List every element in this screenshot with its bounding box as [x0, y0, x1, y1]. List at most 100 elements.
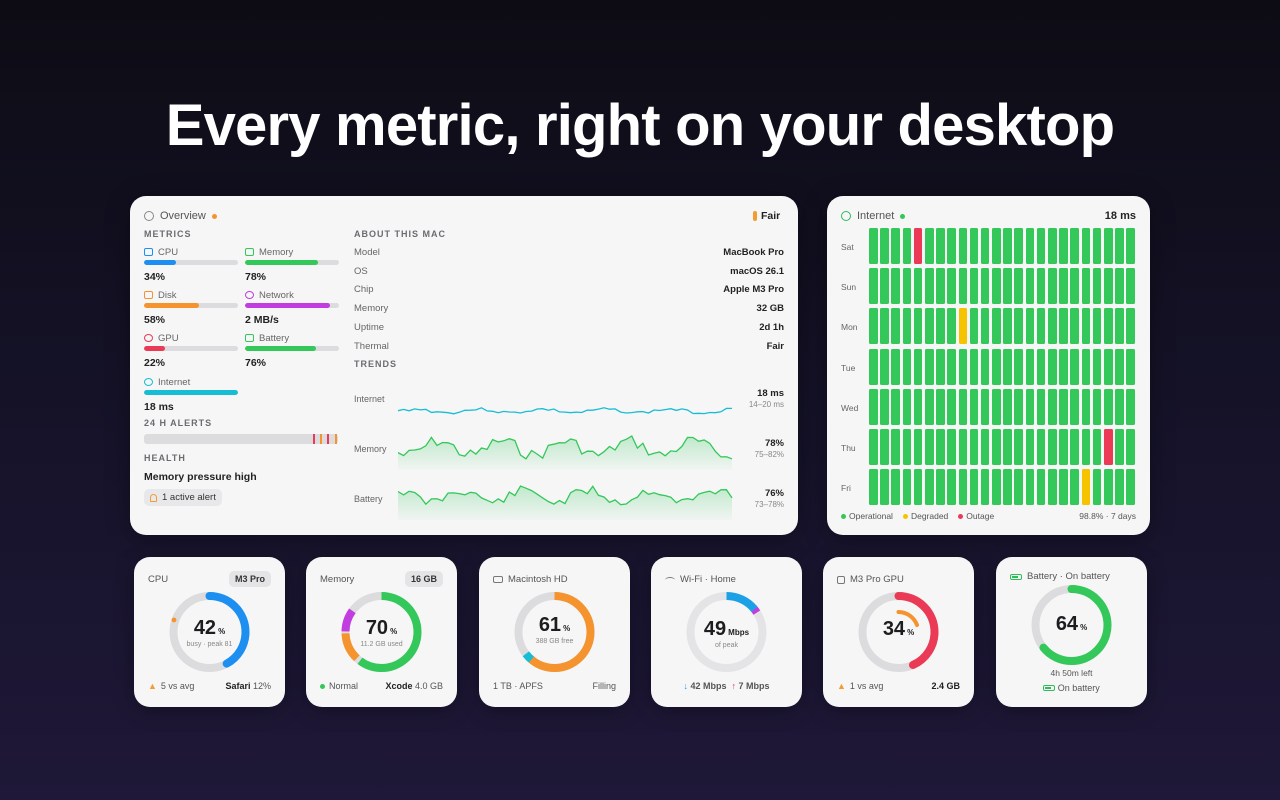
uptime-cell[interactable] — [891, 388, 900, 425]
uptime-cell[interactable] — [891, 348, 900, 385]
uptime-cell[interactable] — [947, 469, 956, 506]
uptime-cell[interactable] — [924, 308, 934, 345]
uptime-cell[interactable] — [936, 228, 945, 264]
uptime-cell[interactable] — [902, 348, 912, 385]
uptime-cell[interactable] — [969, 429, 979, 465]
uptime-cell[interactable] — [1014, 308, 1024, 345]
disk-widget[interactable]: Macintosh HD 61% 388 GB free 1 TB · APFS… — [479, 557, 630, 707]
uptime-cell[interactable] — [869, 469, 878, 506]
uptime-cell[interactable] — [1070, 469, 1079, 506]
active-alert-button[interactable]: 1 active alert — [144, 489, 222, 506]
uptime-cell[interactable] — [947, 268, 956, 305]
uptime-cell[interactable] — [969, 348, 979, 385]
uptime-cell[interactable] — [913, 429, 923, 465]
uptime-cell[interactable] — [1070, 429, 1079, 465]
uptime-cell[interactable] — [1048, 469, 1057, 506]
uptime-cell[interactable] — [1103, 388, 1113, 425]
uptime-cell[interactable] — [913, 388, 923, 425]
uptime-cell[interactable] — [992, 308, 1001, 345]
uptime-cell[interactable] — [969, 308, 979, 345]
alerts-timeline[interactable] — [144, 434, 338, 444]
uptime-cell[interactable] — [880, 469, 889, 506]
battery-widget[interactable]: Battery · On battery 64% 4h 50m left On … — [996, 557, 1147, 707]
uptime-cell[interactable] — [902, 268, 912, 305]
uptime-cell[interactable] — [1070, 308, 1079, 345]
uptime-cell[interactable] — [1048, 388, 1057, 425]
uptime-cell[interactable] — [980, 348, 990, 385]
uptime-cell[interactable] — [869, 268, 878, 305]
uptime-cell[interactable] — [1103, 348, 1113, 385]
uptime-cell[interactable] — [902, 429, 912, 465]
uptime-cell[interactable] — [1025, 268, 1035, 305]
uptime-cell[interactable] — [947, 429, 956, 465]
uptime-cell[interactable] — [902, 388, 912, 425]
uptime-cell[interactable] — [880, 228, 889, 264]
uptime-cell[interactable] — [1059, 469, 1068, 506]
uptime-cell[interactable] — [880, 308, 889, 345]
uptime-cell[interactable] — [1003, 388, 1012, 425]
uptime-cell[interactable] — [1036, 228, 1046, 264]
uptime-cell[interactable] — [958, 388, 968, 425]
uptime-cell[interactable] — [902, 228, 912, 264]
uptime-cell[interactable] — [1003, 429, 1012, 465]
uptime-cell[interactable] — [1126, 268, 1135, 305]
cpu-widget[interactable]: CPU M3 Pro 42% busy · peak 81 ▲ 5 vs avg … — [134, 557, 285, 707]
metric-disk[interactable]: Disk 58% — [144, 289, 238, 326]
uptime-cell[interactable] — [947, 348, 956, 385]
uptime-cell[interactable] — [891, 469, 900, 506]
uptime-cell[interactable] — [1014, 429, 1024, 465]
uptime-cell[interactable] — [1048, 348, 1057, 385]
uptime-cell[interactable] — [1103, 228, 1113, 264]
uptime-cell[interactable] — [980, 469, 990, 506]
uptime-cell[interactable] — [902, 308, 912, 345]
uptime-cell[interactable] — [891, 228, 900, 264]
uptime-cell[interactable] — [980, 429, 990, 465]
metric-network[interactable]: Network 2 MB/s — [245, 289, 339, 326]
uptime-cell[interactable] — [1048, 228, 1057, 264]
uptime-cell[interactable] — [1081, 308, 1091, 345]
uptime-cell[interactable] — [1092, 348, 1102, 385]
uptime-cell[interactable] — [924, 469, 934, 506]
uptime-cell[interactable] — [891, 429, 900, 465]
uptime-cell[interactable] — [913, 268, 923, 305]
uptime-cell[interactable] — [1081, 348, 1091, 385]
uptime-cell[interactable] — [1115, 348, 1124, 385]
uptime-cell[interactable] — [1014, 388, 1024, 425]
uptime-cell[interactable] — [1059, 308, 1068, 345]
uptime-cell[interactable] — [1126, 469, 1135, 506]
metric-battery[interactable]: Battery 76% — [245, 332, 339, 369]
uptime-cell[interactable] — [1115, 268, 1124, 305]
uptime-cell[interactable] — [1014, 268, 1024, 305]
uptime-cell[interactable] — [1092, 268, 1102, 305]
uptime-cell[interactable] — [913, 348, 923, 385]
uptime-cell[interactable] — [992, 228, 1001, 264]
uptime-cell[interactable] — [958, 429, 968, 465]
uptime-cell[interactable] — [936, 469, 945, 506]
uptime-cell[interactable] — [1025, 429, 1035, 465]
uptime-cell[interactable] — [992, 429, 1001, 465]
uptime-cell[interactable] — [869, 308, 878, 345]
uptime-cell[interactable] — [1036, 388, 1046, 425]
uptime-cell[interactable] — [924, 388, 934, 425]
uptime-cell[interactable] — [891, 308, 900, 345]
uptime-cell[interactable] — [969, 469, 979, 506]
uptime-cell[interactable] — [958, 308, 968, 345]
uptime-cell[interactable] — [869, 388, 878, 425]
uptime-cell[interactable] — [1036, 429, 1046, 465]
uptime-cell[interactable] — [891, 268, 900, 305]
uptime-cell[interactable] — [1014, 469, 1024, 506]
uptime-cell[interactable] — [992, 469, 1001, 506]
uptime-cell[interactable] — [1003, 228, 1012, 264]
uptime-cell[interactable] — [958, 469, 968, 506]
uptime-cell[interactable] — [1126, 308, 1135, 345]
uptime-cell[interactable] — [880, 429, 889, 465]
uptime-cell[interactable] — [1103, 308, 1113, 345]
uptime-cell[interactable] — [992, 268, 1001, 305]
uptime-cell[interactable] — [1025, 469, 1035, 506]
uptime-cell[interactable] — [958, 268, 968, 305]
uptime-cell[interactable] — [924, 348, 934, 385]
uptime-cell[interactable] — [1025, 228, 1035, 264]
uptime-cell[interactable] — [1092, 308, 1102, 345]
uptime-cell[interactable] — [1003, 268, 1012, 305]
uptime-cell[interactable] — [992, 348, 1001, 385]
